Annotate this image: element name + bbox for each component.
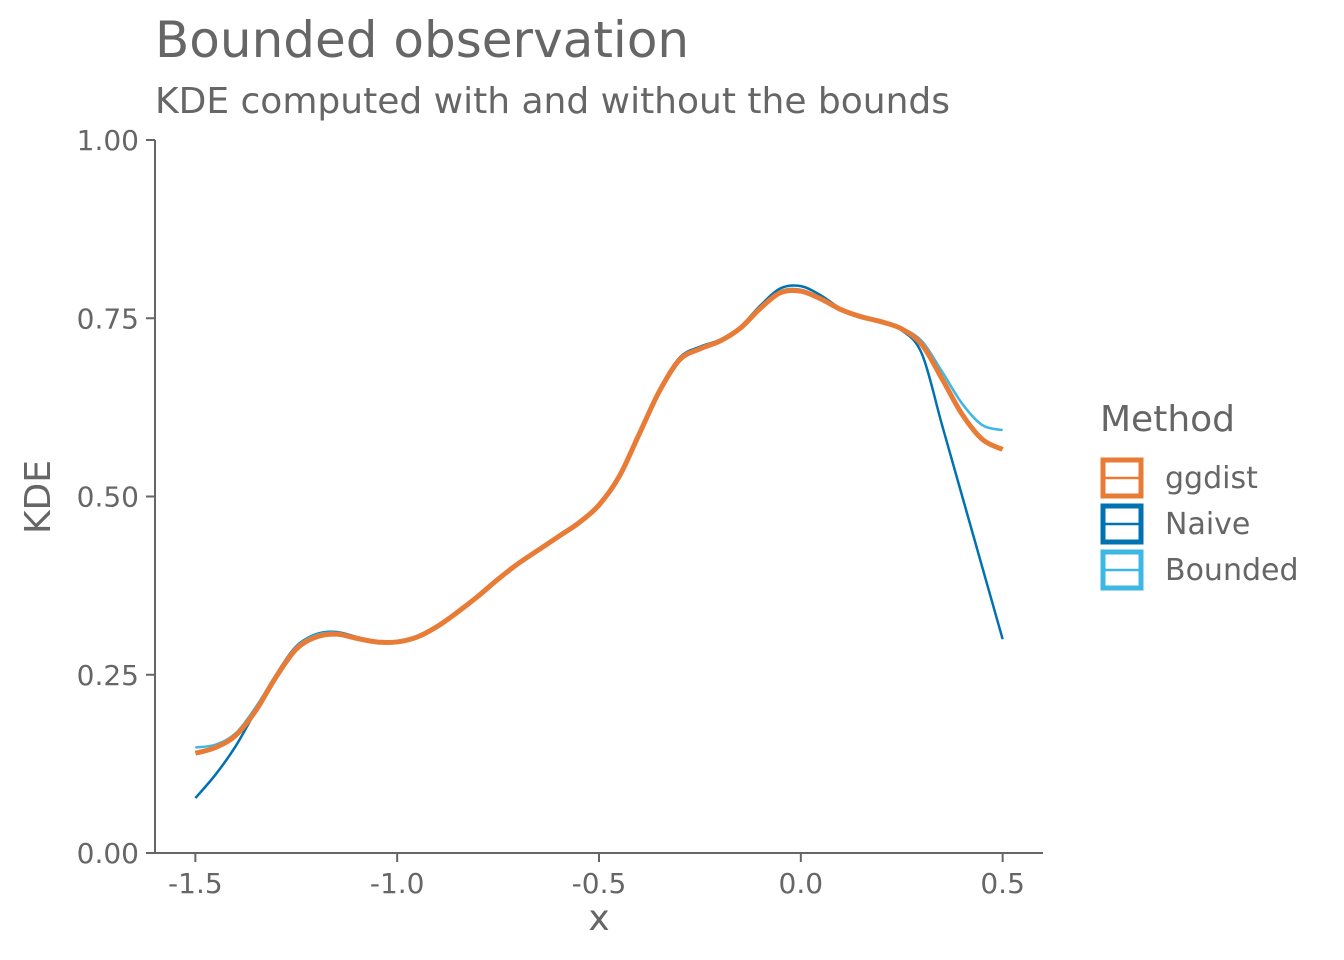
x-ticks: -1.5 -1.0 -0.5 0.0 0.5: [168, 853, 1025, 900]
x-tick-label: 0.5: [980, 867, 1025, 900]
legend-item-naive: Naive: [1100, 503, 1250, 545]
y-ticks: 0.00 0.25 0.50 0.75 1.00: [77, 124, 155, 870]
y-tick-label: 1.00: [77, 124, 139, 157]
series-lines: [194, 284, 1004, 799]
y-axis-title: KDE: [18, 460, 59, 534]
chart-title: Bounded observation: [155, 11, 689, 69]
legend-label: Bounded: [1165, 553, 1299, 588]
series-line-bounded: [195, 287, 1003, 749]
chart-subtitle: KDE computed with and without the bounds: [155, 81, 950, 122]
x-tick-label: -0.5: [572, 867, 627, 900]
x-tick-label: -1.5: [168, 867, 223, 900]
series-line-ggdist: [194, 287, 1004, 756]
legend-item-bounded: Bounded: [1100, 549, 1299, 591]
plot-area: 0.00 0.25 0.50 0.75 1.00 -1.5 -1.0 -0.5 0.0 0.5: [77, 124, 1043, 900]
legend-label: Naive: [1165, 507, 1250, 542]
y-tick-label: 0.00: [77, 837, 139, 870]
y-tick-label: 0.75: [77, 302, 139, 335]
y-tick-label: 0.50: [77, 481, 139, 514]
y-tick-label: 0.25: [77, 659, 139, 692]
legend-title: Method: [1100, 399, 1235, 440]
legend-items: ggdist Naive Bounded: [1100, 457, 1299, 591]
legend-item-ggdist: ggdist: [1100, 457, 1258, 499]
legend-label: ggdist: [1165, 461, 1258, 496]
x-tick-label: 0.0: [779, 867, 824, 900]
x-axis-title: x: [588, 898, 609, 939]
x-tick-label: -1.0: [370, 867, 425, 900]
series-line-naive: [194, 284, 1004, 799]
legend: Method ggdist Naive Bounded: [1100, 399, 1299, 591]
